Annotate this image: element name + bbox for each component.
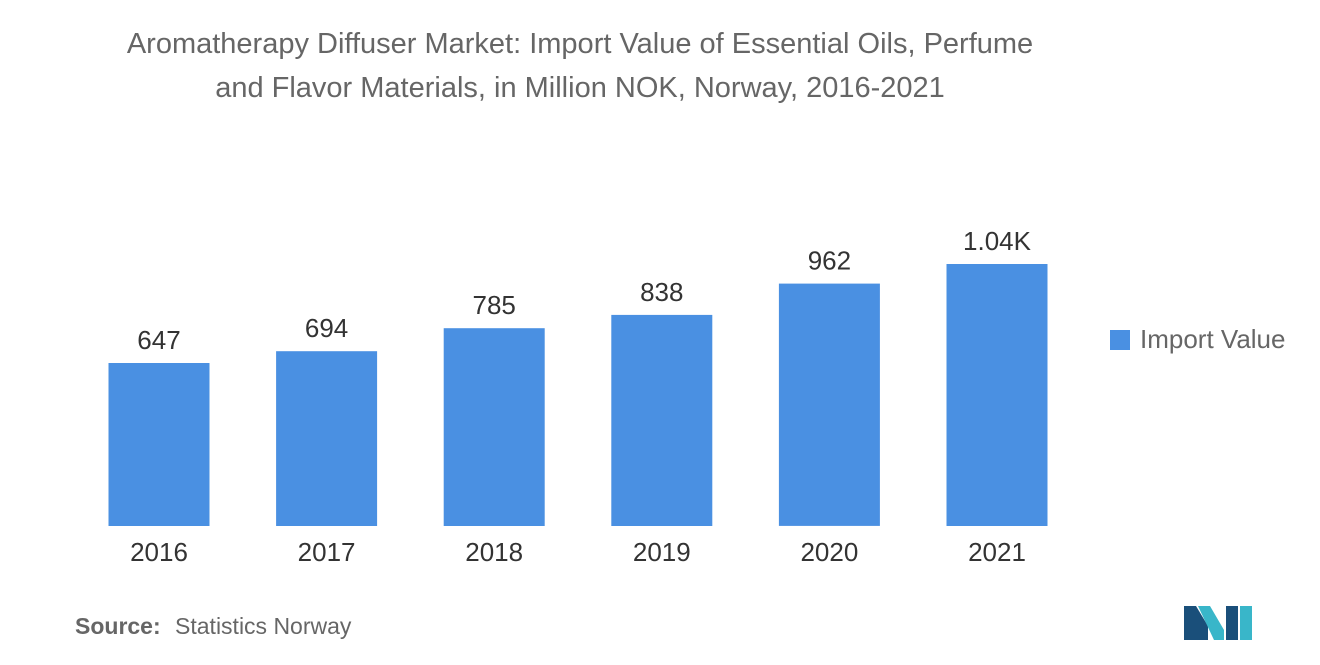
bar-2016 — [108, 363, 210, 526]
company-logo-icon — [1184, 606, 1252, 640]
x-tick-label-2020: 2020 — [800, 537, 858, 567]
bar-2020 — [778, 283, 880, 526]
bar-2019 — [611, 314, 713, 526]
data-label-2016: 647 — [137, 325, 180, 355]
chart-title-line-1: Aromatherapy Diffuser Market: Import Val… — [126, 28, 1034, 60]
data-label-2018: 785 — [473, 290, 516, 320]
bar-2021 — [946, 264, 1048, 526]
source-label: Source: — [75, 613, 161, 639]
source-note: Source: Statistics Norway — [75, 613, 351, 640]
chart-title-line-2: and Flavor Materials, in Million NOK, No… — [215, 72, 945, 104]
data-label-2019: 838 — [640, 277, 683, 307]
x-tick-label-2016: 2016 — [130, 537, 188, 567]
source-text: Statistics Norway — [175, 613, 352, 639]
data-label-2020: 962 — [808, 246, 851, 276]
bar-2017 — [276, 351, 378, 526]
data-label-2021: 1.04K — [963, 226, 1032, 256]
x-tick-label-2018: 2018 — [465, 537, 523, 567]
data-label-2017: 694 — [305, 313, 348, 343]
x-tick-label-2021: 2021 — [968, 537, 1026, 567]
chart-title: Aromatherapy Diffuser Market: Import Val… — [0, 22, 1160, 110]
legend-swatch — [1110, 329, 1130, 350]
legend: Import Value — [1110, 324, 1285, 355]
bar-2018 — [443, 328, 545, 526]
legend-label: Import Value — [1140, 324, 1286, 354]
x-tick-label-2019: 2019 — [633, 537, 691, 567]
x-tick-label-2017: 2017 — [298, 537, 356, 567]
